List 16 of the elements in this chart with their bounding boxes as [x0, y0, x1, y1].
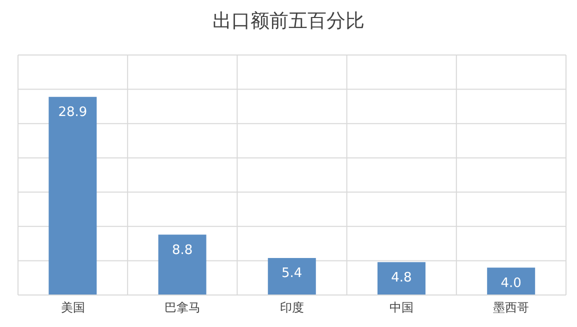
chart-title: 出口额前五百分比 — [212, 9, 366, 34]
data-label: 4.0 — [500, 276, 522, 291]
data-label: 28.9 — [58, 105, 88, 120]
x-tick-label: 巴拿马 — [164, 300, 200, 315]
bar — [377, 262, 426, 295]
data-label: 4.8 — [391, 270, 412, 286]
bar — [487, 268, 536, 295]
x-tick-label: 中国 — [390, 300, 414, 315]
data-label: 5.4 — [282, 266, 302, 282]
bar — [158, 234, 206, 295]
x-tick-label: 墨西哥 — [493, 300, 530, 315]
bar — [268, 258, 316, 295]
bar — [48, 96, 97, 295]
x-tick-label: 印度 — [280, 300, 304, 315]
x-tick-label: 美国 — [60, 300, 85, 315]
data-label: 8.8 — [172, 242, 193, 258]
